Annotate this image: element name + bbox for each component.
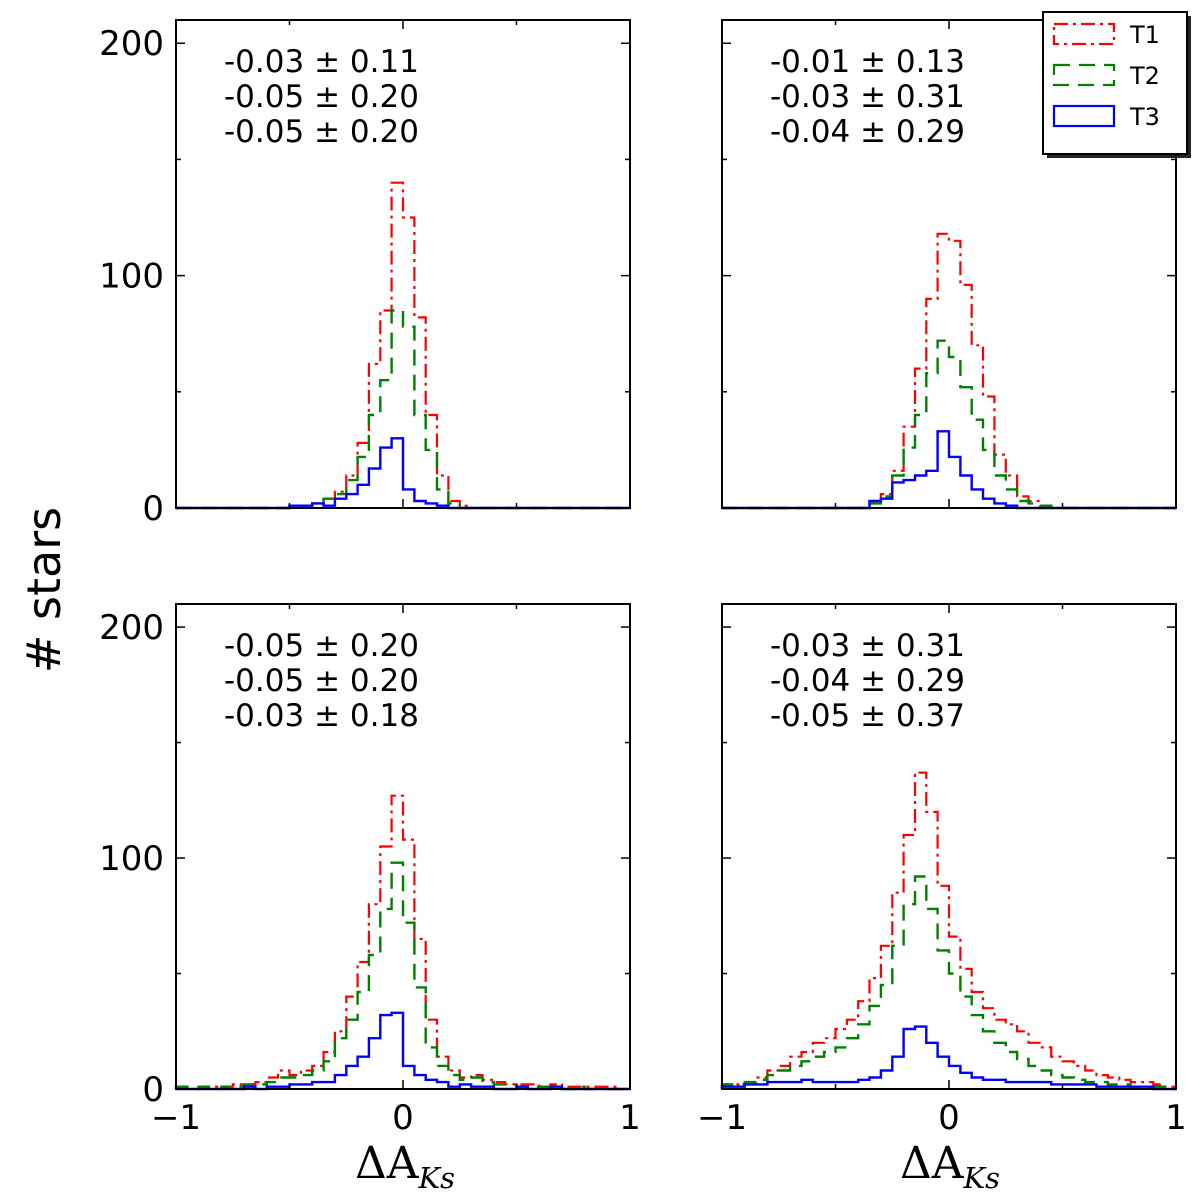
y-tick-label: 200 <box>99 608 164 648</box>
x-axis-label-right: ΔAKs <box>900 1138 1000 1195</box>
stat-label: -0.05 ± 0.20 <box>224 79 419 115</box>
stat-label: -0.05 ± 0.20 <box>224 628 419 664</box>
stat-label: -0.05 ± 0.37 <box>770 698 965 734</box>
legend-label-t3: T3 <box>1129 103 1160 131</box>
histogram-t2-bottom-right <box>720 875 1176 1091</box>
x-tick-label: 1 <box>1165 1098 1187 1138</box>
y-tick-label: 100 <box>99 839 164 879</box>
histogram-t1-bottom-right <box>720 771 1178 1089</box>
histogram-t2-bottom-left <box>174 861 630 1091</box>
x-tick-label: 0 <box>392 1098 414 1138</box>
y-tick-label: 100 <box>99 257 164 297</box>
panel-bottom-right: −1 0 1 -0.03 ± 0.31-0.04 ± 0.29-0.05 ± 0.37 <box>697 603 1187 1138</box>
x-tick-label: −1 <box>151 1098 201 1138</box>
legend-entries: T1 T2 T3 <box>1052 21 1160 131</box>
stat-label: -0.04 ± 0.29 <box>770 114 965 150</box>
histogram-t2-top-right <box>722 339 1176 510</box>
stat-label: -0.05 ± 0.20 <box>224 114 419 150</box>
y-axis-label: # stars <box>17 507 71 673</box>
histogram-t1-top-left <box>176 181 630 510</box>
legend: T1 T2 T3 <box>1042 11 1191 158</box>
histogram-t1-top-right <box>722 232 1176 510</box>
x-tick-label: 1 <box>619 1098 641 1138</box>
legend-swatch-t1 <box>1052 22 1116 46</box>
stat-label: -0.03 ± 0.31 <box>770 79 965 115</box>
x-tick-label: 0 <box>938 1098 960 1138</box>
legend-swatch-t3 <box>1052 104 1116 128</box>
stat-label: -0.03 ± 0.18 <box>224 698 419 734</box>
stat-label: -0.03 ± 0.31 <box>770 628 965 664</box>
stat-label: -0.03 ± 0.11 <box>224 44 419 80</box>
stat-label: -0.04 ± 0.29 <box>770 663 965 699</box>
histogram-t1-bottom-left <box>174 794 630 1091</box>
histogram-t3-bottom-left <box>176 1011 630 1091</box>
y-tick-label: 200 <box>99 24 164 64</box>
histogram-t3-top-right <box>722 430 1176 510</box>
y-tick-label: 0 <box>142 489 164 529</box>
stat-label: -0.01 ± 0.13 <box>770 44 965 80</box>
histogram-t3-top-left <box>176 437 630 510</box>
legend-label-t2: T2 <box>1129 62 1160 90</box>
x-axis-label-left: ΔAKs <box>355 1138 455 1195</box>
x-tick-label: −1 <box>697 1098 747 1138</box>
panel-top-right: -0.01 ± 0.13-0.03 ± 0.31-0.04 ± 0.29 <box>721 19 1177 510</box>
stat-label: -0.05 ± 0.20 <box>224 663 419 699</box>
histogram-t3-bottom-right <box>720 1025 1176 1091</box>
legend-swatch-t2 <box>1052 63 1116 87</box>
legend-label-t1: T1 <box>1129 21 1160 49</box>
y-tick-label: 0 <box>142 1070 164 1110</box>
